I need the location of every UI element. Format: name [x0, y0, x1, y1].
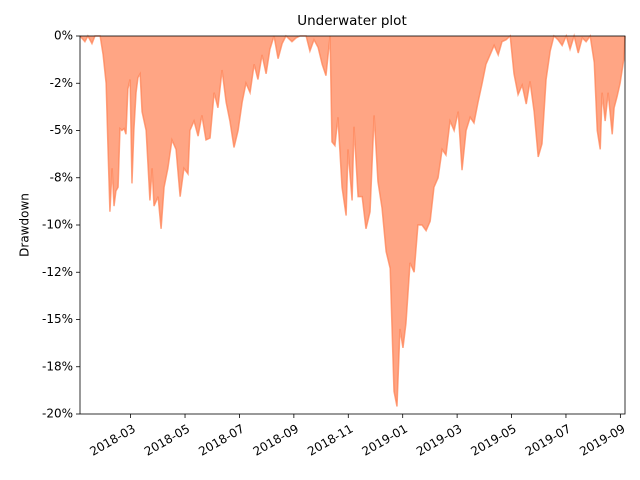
y-tick-label: -18% [42, 359, 73, 373]
x-tick-label: 2019-09 [577, 422, 627, 459]
chart-title: Underwater plot [297, 13, 407, 29]
x-tick-label: 2019-05 [468, 422, 518, 459]
y-tick-label: -8% [50, 170, 73, 184]
y-tick-label: -12% [42, 265, 73, 279]
x-tick-label: 2018-05 [142, 422, 192, 459]
x-tick-label: 2019-07 [523, 422, 573, 459]
x-tick-label: 2018-03 [87, 422, 137, 459]
y-tick-label: -20% [42, 407, 73, 421]
x-tick-label: 2018-07 [196, 422, 246, 459]
area-line [79, 33, 626, 407]
x-tick-label: 2019-01 [360, 422, 410, 459]
y-axis-title: Drawdown [18, 193, 32, 257]
y-tick-label: 0% [54, 29, 73, 43]
y-tick-label: -2% [50, 76, 73, 90]
area [80, 36, 625, 407]
x-tick-label: 2018-09 [251, 422, 301, 459]
y-tick-label: -15% [42, 312, 73, 326]
plot-frame [79, 35, 626, 415]
x-tick-label: 2019-03 [414, 422, 464, 459]
y-tick-label: -5% [50, 123, 73, 137]
x-tick-label: 2018-11 [305, 422, 355, 459]
y-tick-label: -10% [42, 218, 73, 232]
